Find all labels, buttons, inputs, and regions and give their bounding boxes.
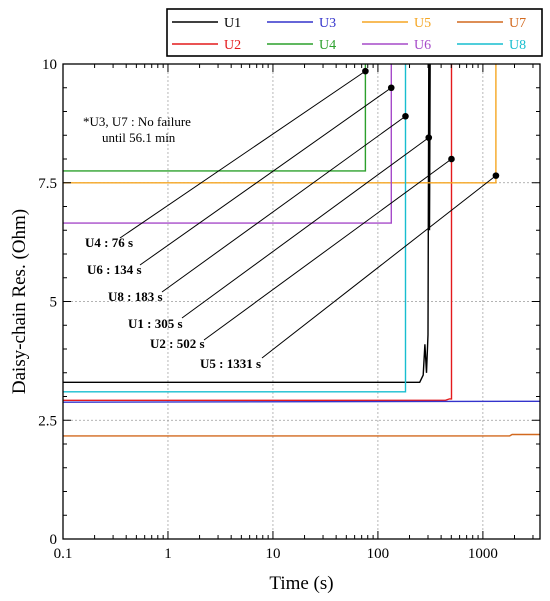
- callout-dot: [402, 112, 409, 120]
- callout-dot: [387, 84, 395, 92]
- legend-label-u7: U7: [509, 16, 526, 31]
- callout-dot: [425, 134, 433, 141]
- x-tick-label: 100: [367, 546, 390, 562]
- axis-ticks: 0.1 1 10 100 1000 0 2.5 5 7.5 10: [38, 57, 540, 562]
- legend-label-u4: U4: [319, 38, 336, 53]
- series-u1-line: [63, 64, 431, 383]
- series-u3-line: [63, 400, 540, 403]
- callout-line: [261, 175, 497, 359]
- callout-line: [181, 137, 430, 319]
- legend-label-u5: U5: [414, 16, 431, 31]
- callout-line: [119, 70, 366, 239]
- series-u2-line: [63, 64, 453, 401]
- legend-label-u8: U8: [509, 38, 526, 53]
- note-line: *U3, U7 : No failure: [83, 114, 191, 129]
- series-u6-line: [63, 64, 392, 224]
- legend-label-u1: U1: [224, 16, 241, 31]
- y-axis-label: Daisy-chain Res. (Ohm): [9, 209, 30, 394]
- callout-label: U1 : 305 s: [128, 316, 183, 331]
- callout-dot: [448, 155, 455, 163]
- series-traces: [63, 64, 540, 437]
- series-u4-line: [63, 64, 367, 172]
- y-tick-label: 2.5: [38, 413, 57, 429]
- legend-label-u3: U3: [319, 16, 336, 31]
- y-tick-label: 10: [42, 57, 57, 73]
- callout-dot: [492, 172, 500, 179]
- series-u8-line: [63, 64, 407, 393]
- callout-line: [203, 158, 452, 341]
- x-tick-label: 0.1: [54, 546, 73, 562]
- y-tick-label: 7.5: [38, 176, 57, 192]
- failure-callouts: U4 : 76 s U6 : 134 s U8 : 183 s U1 : 305 s U…: [85, 67, 500, 371]
- legend: U1 U2 U3 U4 U5 U6 U7 U8: [166, 8, 543, 57]
- legend-label-u6: U6: [414, 38, 431, 53]
- x-tick-label: 1000: [468, 546, 498, 562]
- callout-label: U8 : 183 s: [108, 289, 163, 304]
- x-tick-label: 10: [265, 546, 280, 562]
- legend-label-u2: U2: [224, 38, 241, 53]
- series-u7-line: [63, 433, 540, 437]
- callout-label: U2 : 502 s: [150, 336, 205, 351]
- legend-box: [166, 8, 543, 57]
- series-u5-line: [63, 64, 497, 184]
- callout-dot: [362, 67, 369, 75]
- callout-label: U4 : 76 s: [85, 235, 133, 250]
- x-tick-label: 1: [164, 546, 172, 562]
- callout-line: [139, 87, 392, 266]
- callout-label: U6 : 134 s: [87, 262, 142, 277]
- note-line: until 56.1 min: [102, 130, 176, 145]
- x-axis-label: Time (s): [269, 573, 333, 594]
- y-tick-label: 5: [50, 295, 58, 311]
- callout-label: U5 : 1331 s: [200, 356, 261, 371]
- y-tick-label: 0: [50, 532, 58, 548]
- callout-line: [161, 115, 406, 293]
